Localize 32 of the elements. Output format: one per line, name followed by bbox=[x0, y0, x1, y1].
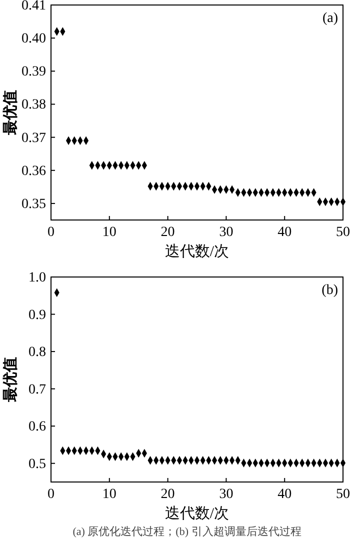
x-axis-title: 迭代数/次 bbox=[164, 243, 230, 260]
x-tick-label: 20 bbox=[160, 224, 175, 240]
y-tick-label: 0.38 bbox=[22, 98, 46, 113]
y-axis-title: 最优值 bbox=[2, 90, 19, 136]
y-tick-label: 0.37 bbox=[22, 130, 46, 146]
x-axis-title: 迭代数/次 bbox=[164, 505, 230, 522]
y-tick-label: 0.39 bbox=[22, 64, 46, 80]
annotation: (b) bbox=[322, 283, 338, 298]
x-tick-label: 0 bbox=[48, 224, 54, 240]
x-tick-label: 30 bbox=[219, 486, 234, 502]
y-tick-label: 0.36 bbox=[22, 164, 46, 179]
x-tick-label: 40 bbox=[278, 486, 292, 502]
annotation: (a) bbox=[322, 11, 338, 26]
y-tick-label: 0.6 bbox=[28, 420, 46, 435]
y-tick-label: 0.41 bbox=[22, 0, 46, 14]
y-tick-label: 0.7 bbox=[28, 382, 46, 398]
x-tick-label: 50 bbox=[336, 486, 350, 502]
y-axis-title: 最优值 bbox=[2, 357, 19, 403]
y-tick-label: 0.40 bbox=[22, 32, 46, 47]
x-tick-label: 40 bbox=[278, 224, 292, 240]
x-tick-label: 10 bbox=[102, 486, 116, 502]
text: (a) 原优化迭代过程；(b) 引入超调量后迭代过程 bbox=[72, 525, 302, 538]
x-tick-label: 30 bbox=[219, 224, 234, 240]
x-tick-label: 20 bbox=[160, 486, 175, 502]
x-tick-label: 10 bbox=[102, 224, 116, 240]
y-tick-label: 0.35 bbox=[22, 196, 46, 212]
x-tick-label: 50 bbox=[336, 224, 350, 240]
x-tick-label: 0 bbox=[48, 486, 54, 502]
y-tick-label: 0.8 bbox=[28, 345, 46, 360]
y-tick-label: 1.0 bbox=[28, 270, 46, 286]
y-tick-label: 0.9 bbox=[28, 308, 46, 323]
y-tick-label: 0.5 bbox=[28, 456, 46, 472]
